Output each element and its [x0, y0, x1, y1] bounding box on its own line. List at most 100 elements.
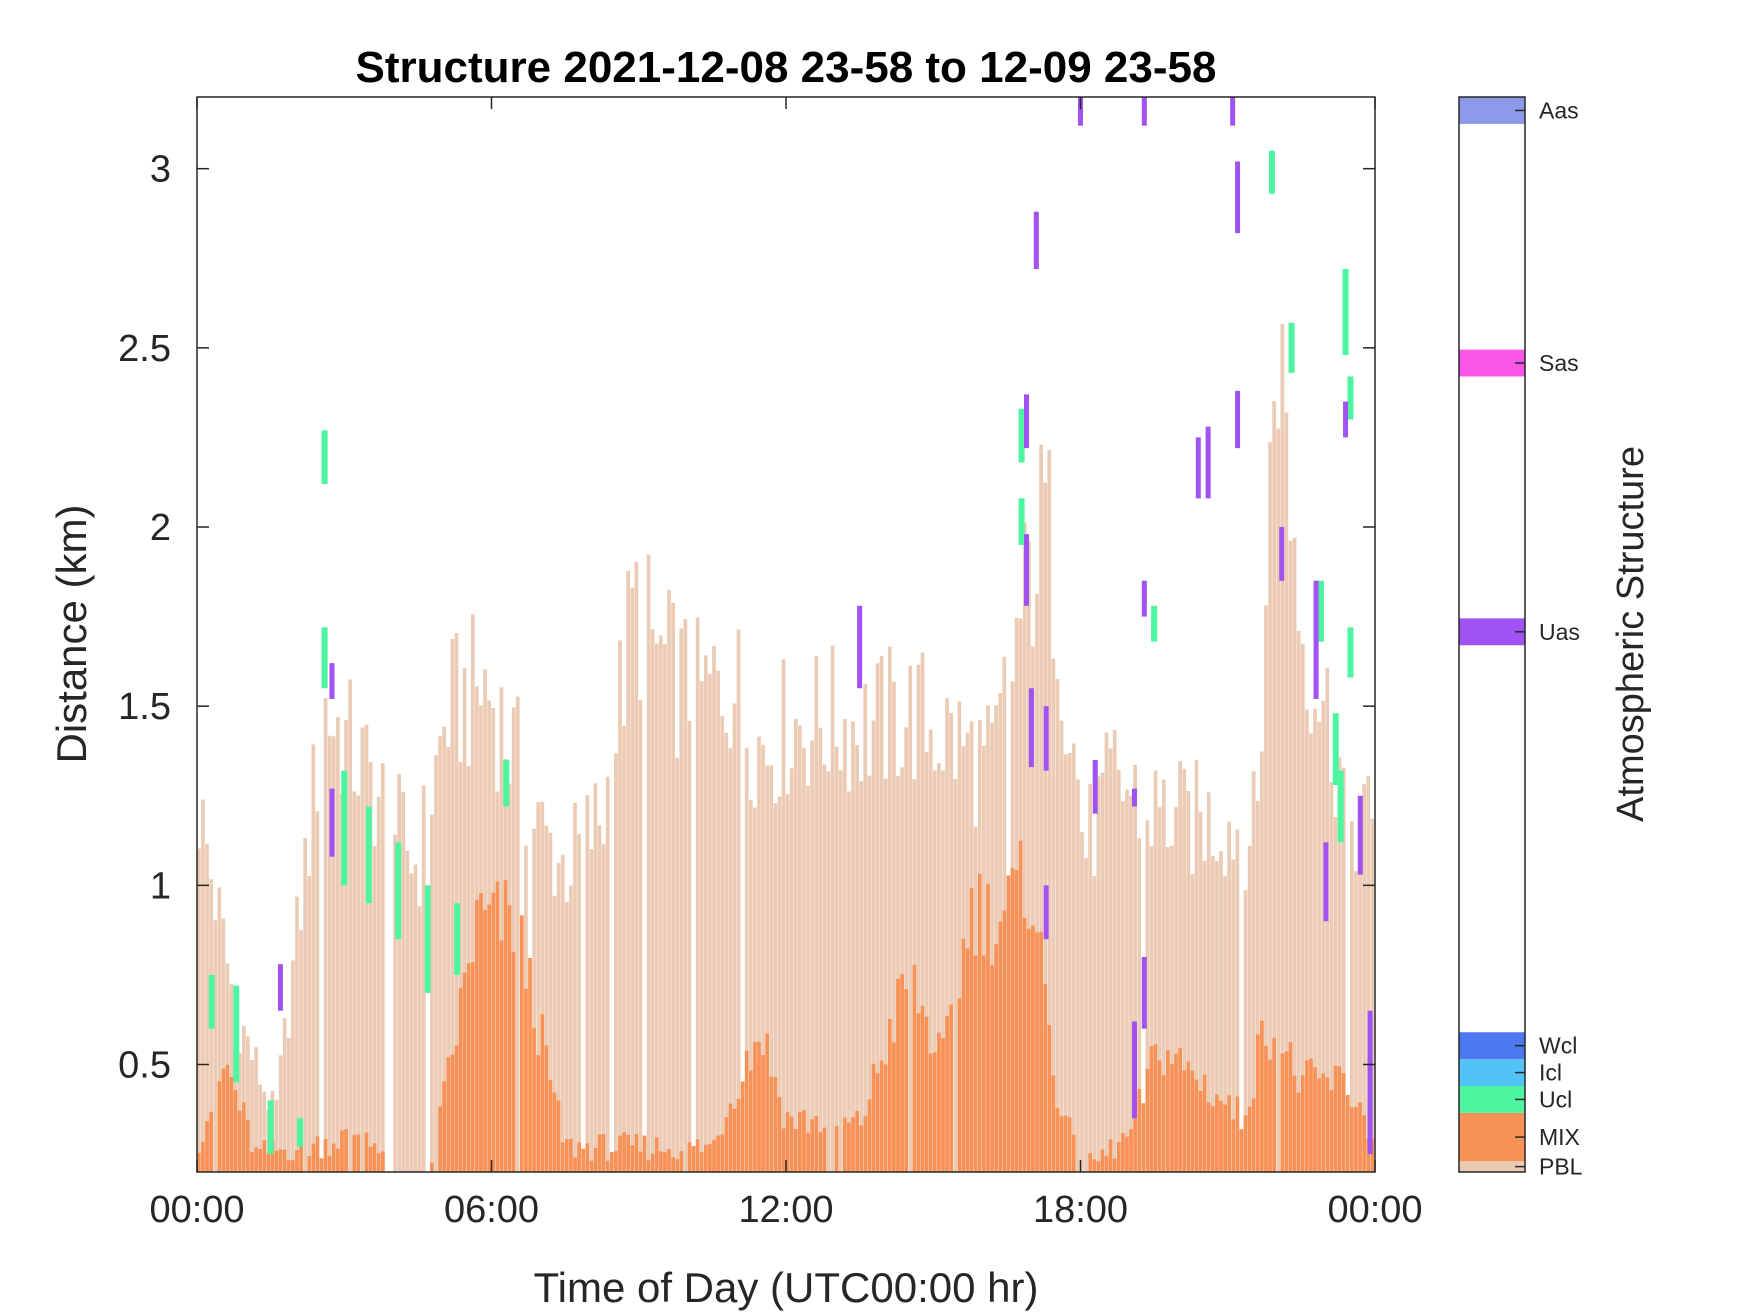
mix-bar — [896, 978, 900, 1172]
mix-bar — [1182, 1070, 1187, 1172]
mix-bar — [205, 1121, 209, 1172]
mix-bar — [1296, 1092, 1301, 1172]
pbl-bar — [1366, 776, 1371, 1172]
pbl-bar — [540, 801, 545, 1172]
pbl-bar — [634, 561, 639, 1172]
pbl-bar — [323, 697, 328, 1172]
ucl-segment — [1337, 770, 1344, 843]
pbl-bar — [818, 727, 823, 1172]
pbl-bar — [638, 700, 643, 1172]
mix-bar — [793, 1129, 798, 1172]
mix-bar — [1239, 1129, 1244, 1172]
pbl-bar — [532, 828, 536, 1172]
mix-bar — [1272, 1037, 1277, 1172]
mix-bar — [871, 1063, 876, 1172]
mix-bar — [892, 1042, 896, 1172]
pbl-bar — [667, 589, 671, 1172]
pbl-bar — [233, 1006, 238, 1172]
mix-bar — [1002, 910, 1007, 1172]
pbl-bar — [401, 791, 406, 1172]
mix-bar — [1153, 1044, 1158, 1172]
pbl-bar — [1215, 860, 1219, 1172]
pbl-bar — [1186, 791, 1191, 1172]
pbl-bar — [1059, 720, 1064, 1172]
pbl-bar — [605, 776, 610, 1172]
pbl-bar — [1276, 428, 1281, 1172]
pbl-bar — [511, 707, 516, 1172]
mix-bar — [928, 1053, 933, 1172]
mix-bar — [990, 964, 994, 1172]
mix-bar — [716, 1135, 720, 1172]
pbl-bar — [470, 614, 475, 1172]
pbl-bar — [765, 765, 770, 1172]
mix-bar — [201, 1141, 205, 1172]
mix-bar — [1018, 840, 1023, 1172]
mix-bar — [462, 972, 467, 1172]
mix-bar — [564, 1139, 569, 1172]
mix-bar — [585, 1143, 590, 1172]
mix-bar — [757, 1041, 761, 1172]
mix-bar — [1194, 1079, 1199, 1172]
mix-bar — [372, 1143, 377, 1172]
mix-bar — [548, 1080, 553, 1172]
mix-bar — [920, 1005, 925, 1172]
pbl-bar — [430, 814, 434, 1172]
pbl-bar — [327, 735, 332, 1172]
pbl-bar — [1043, 482, 1048, 1172]
mix-bar — [577, 1142, 581, 1172]
colorbar-swatch-icl — [1459, 1059, 1525, 1086]
mix-bar — [331, 1143, 336, 1172]
y-tick-label: 3 — [150, 149, 171, 191]
uas-segment — [1235, 161, 1241, 234]
mix-bar — [352, 1134, 357, 1172]
pbl-bar — [1255, 800, 1260, 1172]
ucl-segment — [233, 985, 240, 1083]
x-tick-label: 06:00 — [444, 1189, 539, 1231]
pbl-bar — [213, 920, 218, 1172]
uas-segment — [1357, 795, 1363, 875]
mix-bar — [814, 1116, 819, 1172]
pbl-bar — [340, 793, 344, 1172]
pbl-bar — [1349, 820, 1354, 1172]
mix-bar — [744, 1050, 749, 1172]
mix-bar — [1157, 1060, 1162, 1172]
mix-bar — [879, 1060, 884, 1172]
pbl-bar — [282, 1018, 287, 1172]
pbl-bar — [1341, 767, 1346, 1172]
pbl-bar — [851, 721, 855, 1172]
pbl-bar — [1149, 846, 1154, 1172]
pbl-bar — [1084, 858, 1088, 1172]
y-tick-label: 2 — [150, 507, 171, 549]
pbl-bar — [806, 785, 810, 1172]
pbl-bar — [1198, 811, 1203, 1172]
pbl-bar — [1231, 859, 1236, 1172]
mix-bar — [1210, 1106, 1215, 1172]
uas-segment — [1033, 211, 1039, 269]
uas-segment — [1323, 842, 1329, 922]
pbl-bar — [724, 732, 729, 1172]
mix-bar — [520, 915, 524, 1172]
pbl-bar — [1300, 643, 1305, 1172]
mix-bar — [291, 1160, 295, 1172]
mix-bar — [311, 1143, 316, 1172]
uas-segment — [1205, 426, 1211, 499]
mix-bar — [593, 1148, 598, 1172]
pbl-bar — [1329, 782, 1334, 1172]
mix-bar — [969, 887, 974, 1172]
mix-bar — [1121, 1133, 1125, 1172]
mix-bar — [507, 905, 512, 1172]
mix-bar — [851, 1117, 855, 1172]
mix-bar — [540, 1014, 545, 1172]
pbl-bar — [830, 645, 835, 1172]
mix-bar — [638, 1151, 643, 1172]
pbl-bar — [442, 726, 447, 1172]
ucl-segment — [1318, 580, 1325, 642]
mix-bar — [503, 880, 508, 1172]
mix-bar — [1035, 932, 1039, 1172]
mix-bar — [483, 910, 487, 1172]
mix-bar — [1206, 1102, 1211, 1172]
x-axis: 00:00 06:00 12:00 18:00 00:00 — [149, 97, 1423, 1231]
pbl-bar — [847, 791, 851, 1172]
pbl-bar — [1370, 818, 1375, 1172]
pbl-bar — [630, 587, 635, 1172]
